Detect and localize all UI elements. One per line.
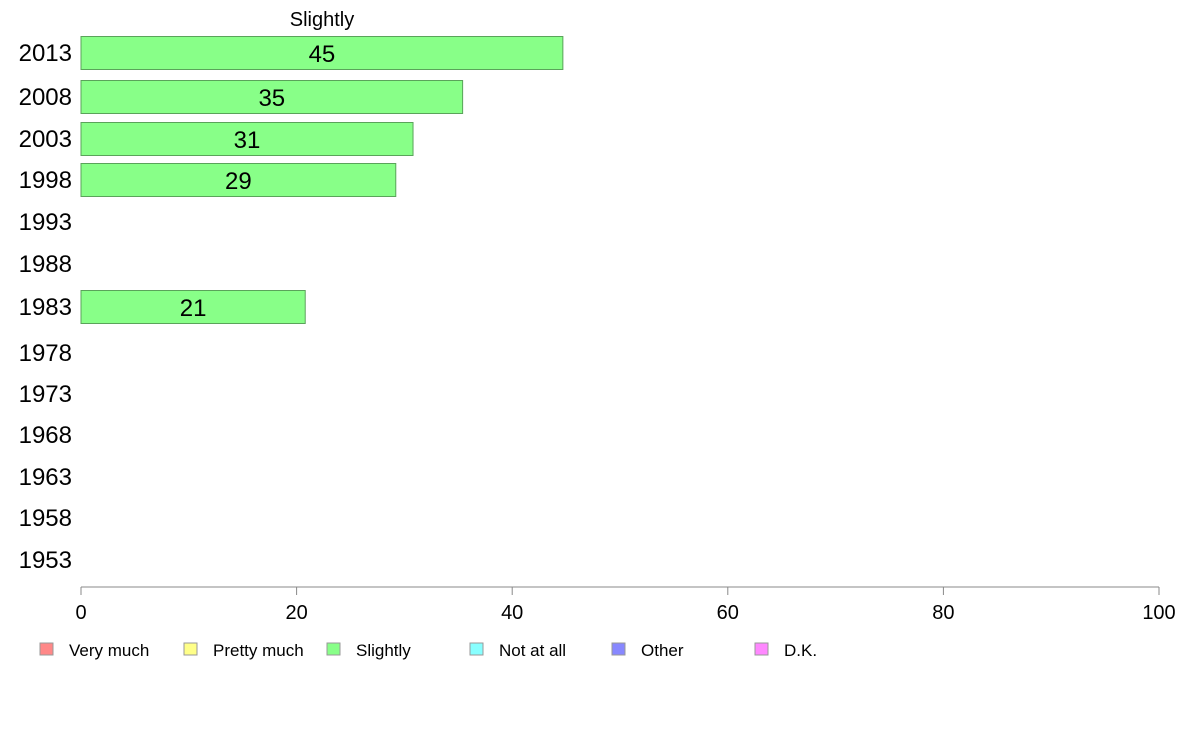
category-label: 2008: [19, 84, 72, 111]
legend-swatch: [469, 642, 484, 656]
legend-swatch: [39, 642, 54, 656]
legend-label: D.K.: [784, 641, 817, 660]
bars: 45 35 31 29 21: [80, 36, 564, 324]
data-label: 21: [180, 295, 207, 322]
category-label: 2003: [19, 126, 72, 153]
x-tick-label: 60: [717, 602, 739, 624]
category-label: 1993: [19, 209, 72, 236]
legend-swatch: [611, 642, 626, 656]
x-tick-label: 100: [1142, 602, 1175, 624]
bar: [80, 36, 564, 70]
legend-label: Not at all: [499, 641, 566, 660]
bar: [80, 122, 414, 156]
legend-label: Very much: [69, 641, 149, 660]
legend-swatch: [183, 642, 198, 656]
x-tick-label: 40: [501, 602, 523, 624]
legend-swatch: [754, 642, 769, 656]
chart-title: Slightly: [290, 9, 354, 31]
category-label: 1983: [19, 294, 72, 321]
category-labels: 2013 2008 2003 1998 1993 1988 1983 1978 1973 1968…: [19, 40, 72, 574]
category-label: 1953: [19, 547, 72, 574]
x-tick-label: 80: [932, 602, 954, 624]
legend: Very much Pretty much Slightly Not at all Ot…: [39, 641, 817, 660]
category-label: 1973: [19, 381, 72, 408]
data-label: 35: [258, 85, 285, 112]
data-label: 29: [225, 168, 252, 195]
category-label: 1998: [19, 167, 72, 194]
legend-label: Pretty much: [213, 641, 304, 660]
data-label: 31: [234, 127, 261, 154]
category-label: 1963: [19, 464, 72, 491]
category-label: 1968: [19, 422, 72, 449]
category-label: 1978: [19, 340, 72, 367]
legend-label: Other: [641, 641, 684, 660]
category-label: 1988: [19, 251, 72, 278]
bar: [80, 80, 464, 114]
x-tick-label: 20: [285, 602, 307, 624]
x-axis: 0 20 40 60 80 100: [75, 586, 1176, 624]
legend-swatch: [326, 642, 341, 656]
data-label: 45: [309, 41, 336, 68]
x-tick-label: 0: [75, 602, 86, 624]
category-label: 2013: [19, 40, 72, 67]
bar: [80, 163, 397, 197]
bar: [80, 290, 306, 324]
legend-label: Slightly: [356, 641, 411, 660]
category-label: 1958: [19, 505, 72, 532]
